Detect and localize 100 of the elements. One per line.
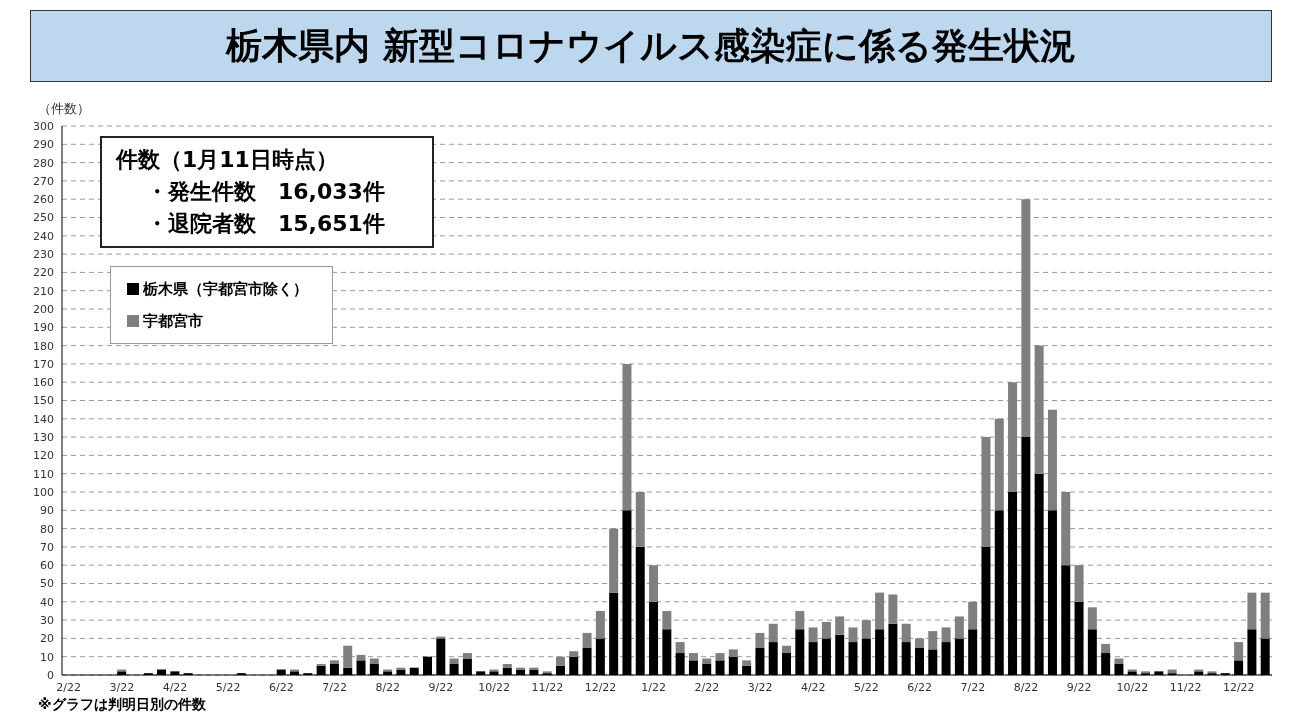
x-tick-label: 10/22	[1116, 680, 1149, 694]
y-tick-label: 170	[33, 357, 54, 371]
x-tick-label: 7/22	[322, 680, 347, 694]
bar	[901, 623, 911, 643]
bar	[715, 653, 725, 661]
bar	[848, 627, 858, 643]
y-tick-label: 90	[40, 504, 54, 518]
bar	[1247, 592, 1257, 630]
bar	[821, 621, 831, 639]
bar	[835, 616, 845, 635]
y-tick-label: 20	[40, 632, 54, 646]
bar	[635, 492, 645, 547]
bar	[1074, 565, 1084, 602]
bar	[609, 528, 619, 593]
y-tick-label: 300	[33, 119, 54, 133]
x-tick-label: 12/22	[584, 680, 617, 694]
y-tick-label: 260	[33, 193, 54, 207]
bar	[782, 645, 792, 654]
bar	[595, 610, 605, 639]
bar	[569, 651, 579, 657]
x-tick-label: 10/22	[478, 680, 510, 694]
bar	[1234, 642, 1244, 661]
x-tick-label: 1/22	[641, 680, 667, 694]
y-tick-label: 100	[33, 485, 54, 499]
bar	[795, 610, 805, 630]
bar	[702, 658, 712, 665]
x-tick-label: 5/22	[854, 680, 879, 694]
bar	[768, 623, 778, 643]
y-tick-label: 60	[40, 559, 54, 573]
x-tick-label: 8/22	[375, 680, 401, 694]
y-tick-label: 160	[33, 376, 54, 390]
bar	[728, 649, 738, 657]
y-tick-label: 10	[40, 650, 54, 664]
bar	[994, 418, 1004, 511]
annotation: 件数（1月11日時点）	[116, 146, 339, 174]
y-tick-label: 40	[40, 595, 54, 609]
bar	[675, 642, 685, 654]
chart-title: 栃木県内 新型コロナウイルス感染症に係る発生状況	[30, 10, 1272, 82]
bar	[1101, 643, 1111, 654]
bar	[449, 658, 459, 665]
y-tick-label: 280	[33, 156, 54, 170]
bar	[928, 631, 938, 650]
x-tick-label: 2/22	[56, 680, 81, 694]
bar	[914, 638, 924, 648]
bar	[1021, 199, 1031, 438]
bar	[343, 645, 353, 668]
bar	[968, 601, 978, 630]
bar	[369, 658, 379, 665]
bar	[875, 592, 885, 630]
legend-label: 宇都宮市	[143, 311, 203, 332]
x-tick-label: 4/22	[800, 680, 826, 694]
x-tick-label: 5/22	[215, 680, 241, 694]
y-tick-label: 150	[33, 394, 54, 408]
bar	[742, 660, 752, 666]
bar	[1087, 607, 1097, 630]
y-tick-label: 290	[33, 138, 54, 152]
y-tick-label: 140	[33, 412, 54, 426]
bar	[861, 620, 871, 639]
y-tick-label: 220	[33, 266, 54, 280]
x-tick-label: 4/22	[162, 680, 188, 694]
bar	[502, 664, 512, 668]
y-axis-title: （件数）	[38, 100, 90, 118]
annotation: ・退院者数 15,651件	[145, 210, 386, 238]
bar	[1114, 658, 1124, 665]
y-tick-label: 200	[33, 302, 54, 316]
y-tick-label: 210	[33, 284, 54, 298]
bar	[662, 610, 672, 630]
y-tick-label: 70	[40, 540, 54, 554]
text: ※グラフは判明日別の件数	[38, 696, 206, 714]
y-tick-label: 0	[47, 668, 54, 682]
x-tick-label: 11/22	[1169, 680, 1202, 694]
x-tick-label: 6/22	[269, 680, 294, 694]
bar	[941, 627, 951, 643]
bar	[329, 660, 339, 665]
bar	[688, 653, 698, 661]
annotation: ・発生件数 16,033件	[145, 178, 386, 206]
y-tick-label: 230	[33, 248, 54, 262]
bar	[1034, 345, 1044, 474]
x-tick-label: 2/22	[694, 680, 720, 694]
bar	[1260, 592, 1270, 639]
bar	[1047, 409, 1057, 511]
y-tick-label: 30	[40, 614, 54, 628]
bar	[356, 654, 366, 661]
x-tick-label: 7/22	[960, 680, 986, 694]
y-tick-label: 120	[33, 449, 54, 463]
y-tick-label: 180	[33, 339, 54, 353]
x-tick-label: 3/22	[747, 680, 773, 694]
x-tick-label: 6/22	[907, 680, 932, 694]
y-tick-label: 270	[33, 174, 54, 188]
y-tick-label: 110	[33, 467, 54, 481]
bar	[582, 632, 592, 648]
bar	[622, 363, 632, 511]
x-tick-label: 9/22	[428, 680, 454, 694]
y-tick-label: 50	[40, 577, 54, 591]
y-tick-label: 80	[40, 522, 54, 536]
bar	[808, 627, 818, 643]
x-tick-label: 11/22	[531, 680, 564, 694]
y-tick-label: 190	[33, 321, 54, 335]
bar	[1008, 382, 1018, 492]
legend-label: 栃木県（宇都宮市除く）	[143, 279, 308, 300]
